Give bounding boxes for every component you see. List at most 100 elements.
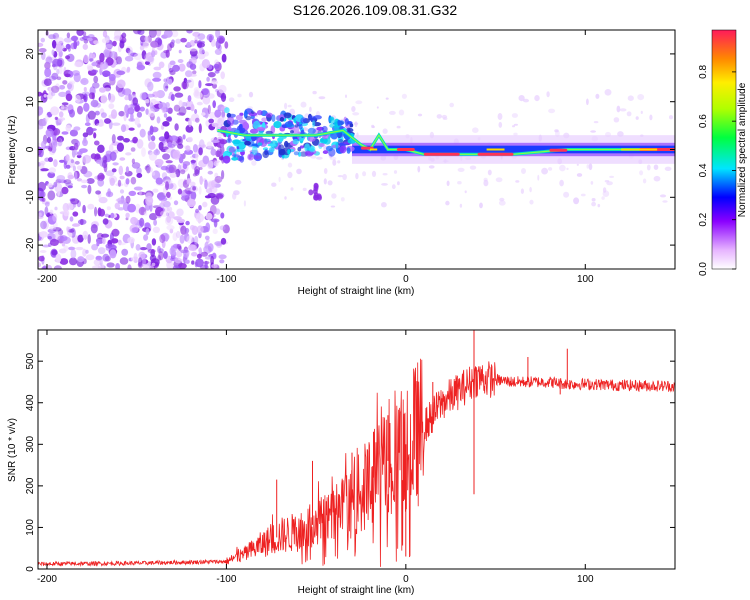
noise-cell — [87, 110, 96, 120]
noise-cell — [61, 242, 66, 247]
noise-cell — [93, 259, 101, 266]
noise-cell — [210, 218, 220, 223]
noise-cell — [130, 176, 137, 185]
carrier-warm — [621, 148, 658, 151]
noise-cell — [220, 212, 225, 219]
noise-cell — [181, 102, 188, 107]
noise-cell — [61, 186, 69, 195]
noise-cell — [178, 63, 186, 72]
noise-cell — [162, 153, 171, 160]
transition-cell — [307, 135, 316, 142]
noise-cell — [70, 198, 80, 205]
noise-cell — [131, 162, 141, 169]
noise-cell — [50, 91, 56, 97]
noise-cell — [178, 49, 182, 54]
noise-cell — [139, 35, 147, 43]
transition-cell — [308, 115, 316, 122]
noise-cell — [58, 85, 66, 90]
noise-cell — [208, 111, 217, 119]
noise-cell — [128, 127, 135, 131]
noise-cell — [196, 253, 202, 259]
faint-cell — [521, 168, 526, 174]
noise-cell — [55, 37, 65, 44]
noise-cell — [60, 104, 65, 110]
faint-cell — [548, 108, 556, 114]
y-tick-label: 20 — [25, 48, 36, 60]
noise-cell — [50, 145, 57, 154]
noise-cell — [154, 158, 164, 166]
y-tick-label: 400 — [25, 394, 36, 411]
noise-cell — [188, 73, 197, 77]
faint-cell — [616, 105, 621, 113]
noise-cell — [207, 72, 216, 78]
noise-cell — [201, 59, 210, 69]
faint-cell — [278, 176, 281, 183]
noise-cell — [160, 232, 170, 242]
noise-cell — [109, 249, 117, 259]
noise-cell — [201, 112, 206, 116]
faint-cell — [355, 172, 359, 180]
faint-cell — [381, 202, 387, 208]
spectrogram-x-label: Height of straight line (km) — [298, 286, 415, 297]
noise-cell — [68, 229, 75, 233]
noise-cell — [90, 153, 97, 160]
noise-cell — [136, 139, 144, 149]
x-tick-label: -100 — [216, 274, 236, 285]
noise-cell — [128, 190, 137, 196]
noise-cell — [214, 48, 222, 56]
noise-cell — [165, 164, 174, 174]
faint-cell — [469, 165, 477, 170]
noise-cell — [63, 179, 72, 185]
faint-cell — [428, 165, 435, 169]
noise-cell — [208, 118, 214, 124]
noise-cell — [126, 69, 130, 73]
x-tick-label: 0 — [403, 574, 409, 585]
faint-cell — [523, 98, 529, 103]
noise-cell — [219, 225, 226, 231]
noise-cell — [66, 82, 73, 90]
noise-cell — [181, 189, 190, 199]
noise-cell — [58, 235, 68, 242]
noise-cell — [163, 251, 168, 259]
faint-cell — [302, 187, 307, 191]
noise-cell — [160, 200, 166, 205]
noise-cell — [204, 235, 210, 240]
noise-cell — [121, 248, 129, 256]
transition-cell — [344, 118, 349, 126]
noise-cell — [151, 262, 156, 267]
noise-cell — [125, 152, 132, 156]
faint-cell — [534, 95, 540, 102]
noise-cell — [202, 144, 206, 148]
noise-cell — [100, 61, 104, 72]
noise-cell — [215, 193, 224, 200]
noise-cell — [224, 41, 229, 49]
noise-cell — [112, 40, 117, 47]
noise-cell — [90, 99, 99, 108]
noise-cell — [204, 179, 208, 190]
noise-cell — [71, 148, 76, 158]
noise-cell — [72, 165, 76, 172]
noise-cell — [108, 175, 118, 184]
noise-cell — [83, 39, 89, 44]
noise-cell — [195, 151, 199, 162]
noise-cell — [144, 52, 153, 63]
noise-cell — [41, 51, 46, 60]
noise-cell — [182, 163, 188, 170]
faint-cell — [290, 187, 294, 191]
faint-cell — [354, 121, 358, 128]
noise-cell — [117, 179, 122, 187]
noise-cell — [160, 124, 165, 130]
noise-cell — [193, 91, 203, 99]
noise-cell — [61, 131, 69, 135]
noise-cell — [94, 140, 100, 146]
noise-cell — [204, 195, 212, 199]
noise-cell — [130, 216, 138, 225]
noise-cell — [191, 260, 195, 265]
faint-cell — [529, 199, 534, 205]
noise-cell — [87, 203, 95, 210]
noise-cell — [58, 111, 64, 118]
noise-cell — [167, 141, 173, 148]
noise-cell — [111, 238, 119, 244]
noise-cell — [101, 38, 110, 44]
noise-cell — [188, 48, 198, 52]
